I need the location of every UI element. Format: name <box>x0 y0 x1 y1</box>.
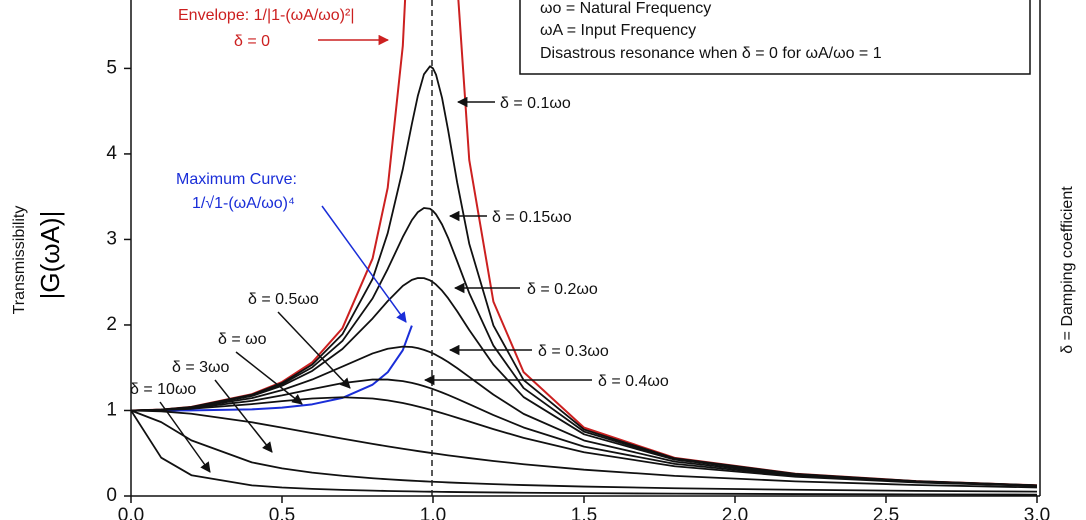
y-tick-label: 4 <box>106 143 117 164</box>
series-line <box>131 409 1037 496</box>
series-label: δ = 0.3ωo <box>538 343 609 360</box>
x-tick-label: 0.0 <box>118 505 144 520</box>
series-label: δ = ωo <box>218 331 267 348</box>
delta-zero-label: δ = 0 <box>234 33 270 50</box>
legend-line: Disastrous resonance when δ = 0 for ωA/ω… <box>540 45 882 62</box>
legend-box <box>519 0 1031 75</box>
x-tick-label: 2.5 <box>873 505 899 520</box>
series-line <box>131 409 1037 489</box>
series-label: δ = 0.5ωo <box>248 291 319 308</box>
series-line <box>131 207 1037 487</box>
x-tick-label: 3.0 <box>1024 505 1050 520</box>
series-line <box>131 345 1037 487</box>
series-label: δ = 0.4ωo <box>598 373 669 390</box>
series-line <box>131 325 413 412</box>
max-curve-formula: 1/√1-(ωA/ωo)⁴ <box>192 195 295 212</box>
series-line <box>131 409 1037 493</box>
series-line <box>131 378 1037 487</box>
y-tick-label: 2 <box>106 314 117 335</box>
y-label: Transmissibility <box>11 206 28 315</box>
series-line <box>131 65 1037 487</box>
arrow <box>321 205 407 323</box>
y-label-formula: |G(ωA)| <box>35 211 65 300</box>
y-tick-label: 5 <box>106 57 117 78</box>
y-tick-label: 1 <box>106 399 117 420</box>
y-tick-label: 3 <box>106 228 117 249</box>
arrow <box>159 401 211 473</box>
series-label: δ = 10ωo <box>130 381 196 398</box>
max-curve-label: Maximum Curve: <box>176 171 297 188</box>
legend-line: ωA = Input Frequency <box>540 22 696 39</box>
series-line <box>131 396 1037 487</box>
series-label: δ = 0.15ωo <box>492 209 572 226</box>
series-line <box>131 277 1037 487</box>
series-label: δ = 3ωo <box>172 359 230 376</box>
x-tick-label: 0.5 <box>269 505 295 520</box>
x-tick-label: 1.5 <box>571 505 597 520</box>
arrow <box>235 351 303 405</box>
series-label: δ = 0.1ωo <box>500 95 571 112</box>
envelope-label: Envelope: 1/|1-(ωA/ωo)²| <box>178 7 354 24</box>
arrow <box>277 311 351 389</box>
legend-line: ωo = Natural Frequency <box>540 0 711 17</box>
y-tick-label: 0 <box>106 485 117 506</box>
right-label: δ = Damping coefficient <box>1059 186 1076 354</box>
series-label: δ = 0.2ωo <box>527 281 598 298</box>
plot-area <box>131 0 1037 496</box>
x-tick-label: 2.0 <box>722 505 748 520</box>
arrow <box>214 379 273 453</box>
damping-labels: δ = 0.1ωo δ = 0.15ωo δ = 0.2ωo δ = 0.3ωo… <box>130 95 669 473</box>
x-tick-label: 1.0 <box>420 505 446 520</box>
